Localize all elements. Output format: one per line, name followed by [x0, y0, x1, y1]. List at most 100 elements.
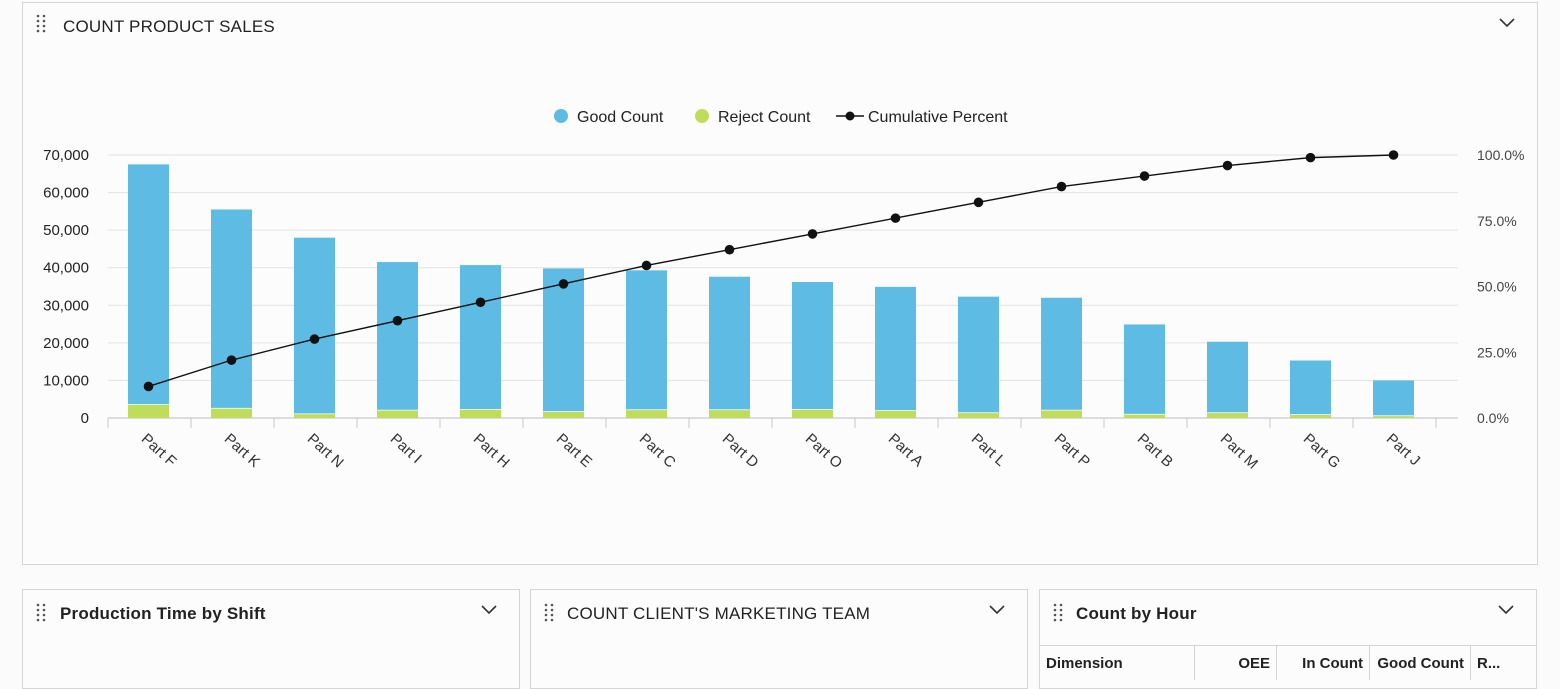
cumulative-percent-point — [226, 355, 237, 365]
y-tick-label: 70,000 — [43, 147, 89, 164]
x-tick-label: Part B — [1134, 430, 1176, 471]
bar-good-count — [1373, 380, 1414, 417]
x-tick-label: Part I — [387, 430, 425, 467]
cumulative-percent-point — [475, 297, 486, 308]
x-tick-label: Part A — [885, 430, 927, 470]
bar-good-count — [1290, 360, 1331, 415]
bar-reject-count — [1041, 410, 1082, 418]
y-tick-label: 60,000 — [43, 185, 89, 202]
panel-title: COUNT PRODUCT SALES — [63, 17, 275, 36]
bar-good-count — [128, 164, 169, 405]
legend-swatch-point-cumulative — [845, 111, 855, 121]
bar-good-count — [377, 262, 418, 411]
cumulative-percent-point — [1222, 160, 1233, 171]
cumulative-percent-point — [890, 213, 901, 223]
cumulative-percent-line — [148, 154, 1394, 388]
x-tick-label: Part L — [968, 430, 1009, 469]
cumulative-percent-point — [1056, 181, 1067, 192]
x-tick-label: Part E — [553, 430, 595, 471]
x-tick-label: Part P — [1051, 430, 1093, 471]
chevron-down-icon[interactable] — [987, 600, 1007, 620]
legend-swatch-good-count — [554, 109, 568, 123]
y-tick-label: 50,000 — [43, 222, 89, 239]
y2-tick-label: 100.0% — [1477, 147, 1524, 163]
bar-good-count — [626, 270, 667, 411]
legend-label-good-count: Good Count — [577, 109, 664, 126]
bar-reject-count — [709, 410, 750, 418]
y-tick-label: 40,000 — [43, 260, 89, 277]
bar-reject-count — [626, 410, 667, 418]
column-header-dimension[interactable]: Dimension — [1040, 645, 1195, 680]
bar-reject-count — [128, 404, 169, 418]
bar-reject-count — [543, 411, 584, 418]
chevron-down-icon[interactable] — [1497, 13, 1517, 33]
x-tick-label: Part N — [304, 430, 347, 471]
y2-tick-label: 0.0% — [1477, 410, 1509, 426]
x-tick-label: Part H — [470, 430, 513, 471]
panel-title: Production Time by Shift — [60, 604, 266, 623]
cumulative-percent-point — [309, 334, 320, 344]
cumulative-percent-point — [1388, 150, 1399, 160]
x-tick-label: Part D — [719, 430, 762, 471]
bar-reject-count — [1290, 414, 1331, 418]
y-tick-label: 20,000 — [43, 335, 89, 352]
drag-handle-icon[interactable] — [1052, 602, 1064, 622]
cumulative-percent-point — [807, 229, 818, 239]
x-tick-label: Part G — [1300, 430, 1344, 472]
cumulative-percent-point — [558, 279, 569, 289]
panel-title: Count by Hour — [1076, 604, 1197, 623]
legend-swatch-reject-count — [695, 109, 709, 123]
bar-good-count — [294, 237, 335, 415]
bar-good-count — [1207, 341, 1248, 414]
table-header-row: Dimension OEE In Count Good Count R... — [1040, 645, 1536, 680]
legend-label-cumulative-percent: Cumulative Percent — [868, 109, 1008, 126]
y2-tick-label: 75.0% — [1477, 213, 1517, 229]
bar-reject-count — [211, 408, 252, 418]
panel-title: COUNT CLIENT'S MARKETING TEAM — [567, 604, 871, 623]
x-tick-label: Part K — [221, 430, 263, 471]
y2-tick-label: 25.0% — [1477, 344, 1517, 360]
client-marketing-panel: COUNT CLIENT'S MARKETING TEAM — [530, 589, 1028, 689]
bar-good-count — [1124, 324, 1165, 415]
bar-good-count — [792, 281, 833, 410]
bar-reject-count — [460, 409, 501, 418]
bar-good-count — [1041, 297, 1082, 411]
bar-good-count — [958, 296, 999, 414]
chevron-down-icon[interactable] — [479, 600, 499, 620]
cumulative-percent-point — [724, 244, 735, 255]
panel-header: COUNT PRODUCT SALES — [23, 3, 1537, 47]
y2-tick-label: 50.0% — [1477, 279, 1517, 295]
cumulative-percent-point — [392, 315, 403, 326]
drag-handle-icon[interactable] — [35, 13, 47, 33]
cumulative-percent-point — [1305, 152, 1316, 163]
column-header-good-count[interactable]: Good Count — [1369, 645, 1471, 680]
bar-good-count — [543, 268, 584, 412]
x-tick-label: Part F — [138, 430, 180, 470]
cumulative-percent-point — [641, 260, 652, 271]
bar-good-count — [211, 209, 252, 409]
bar-good-count — [460, 265, 501, 410]
count-by-hour-table: Dimension OEE In Count Good Count R... — [1040, 645, 1536, 680]
x-tick-label: Part M — [1217, 430, 1261, 472]
drag-handle-icon[interactable] — [543, 602, 555, 622]
y-tick-label: 30,000 — [43, 297, 89, 314]
legend-label-reject-count: Reject Count — [718, 109, 811, 126]
column-header-in-count[interactable]: In Count — [1276, 645, 1370, 680]
cumulative-percent-point — [143, 381, 154, 392]
drag-handle-icon[interactable] — [35, 602, 47, 622]
chevron-down-icon[interactable] — [1496, 600, 1516, 620]
bar-reject-count — [1373, 416, 1414, 418]
production-time-panel: Production Time by Shift — [22, 589, 520, 689]
x-tick-label: Part C — [636, 430, 679, 471]
bar-good-count — [709, 276, 750, 411]
count-by-hour-panel: Count by Hour Dimension OEE In Count Goo… — [1039, 589, 1537, 689]
cumulative-percent-point — [973, 197, 984, 208]
bar-reject-count — [1207, 413, 1248, 418]
cumulative-percent-point — [1139, 171, 1150, 181]
y-tick-label: 0 — [81, 410, 89, 427]
bar-reject-count — [377, 410, 418, 418]
column-header-truncated[interactable]: R... — [1470, 645, 1536, 680]
bar-reject-count — [958, 413, 999, 418]
bar-reject-count — [875, 410, 916, 418]
column-header-oee[interactable]: OEE — [1194, 645, 1277, 680]
